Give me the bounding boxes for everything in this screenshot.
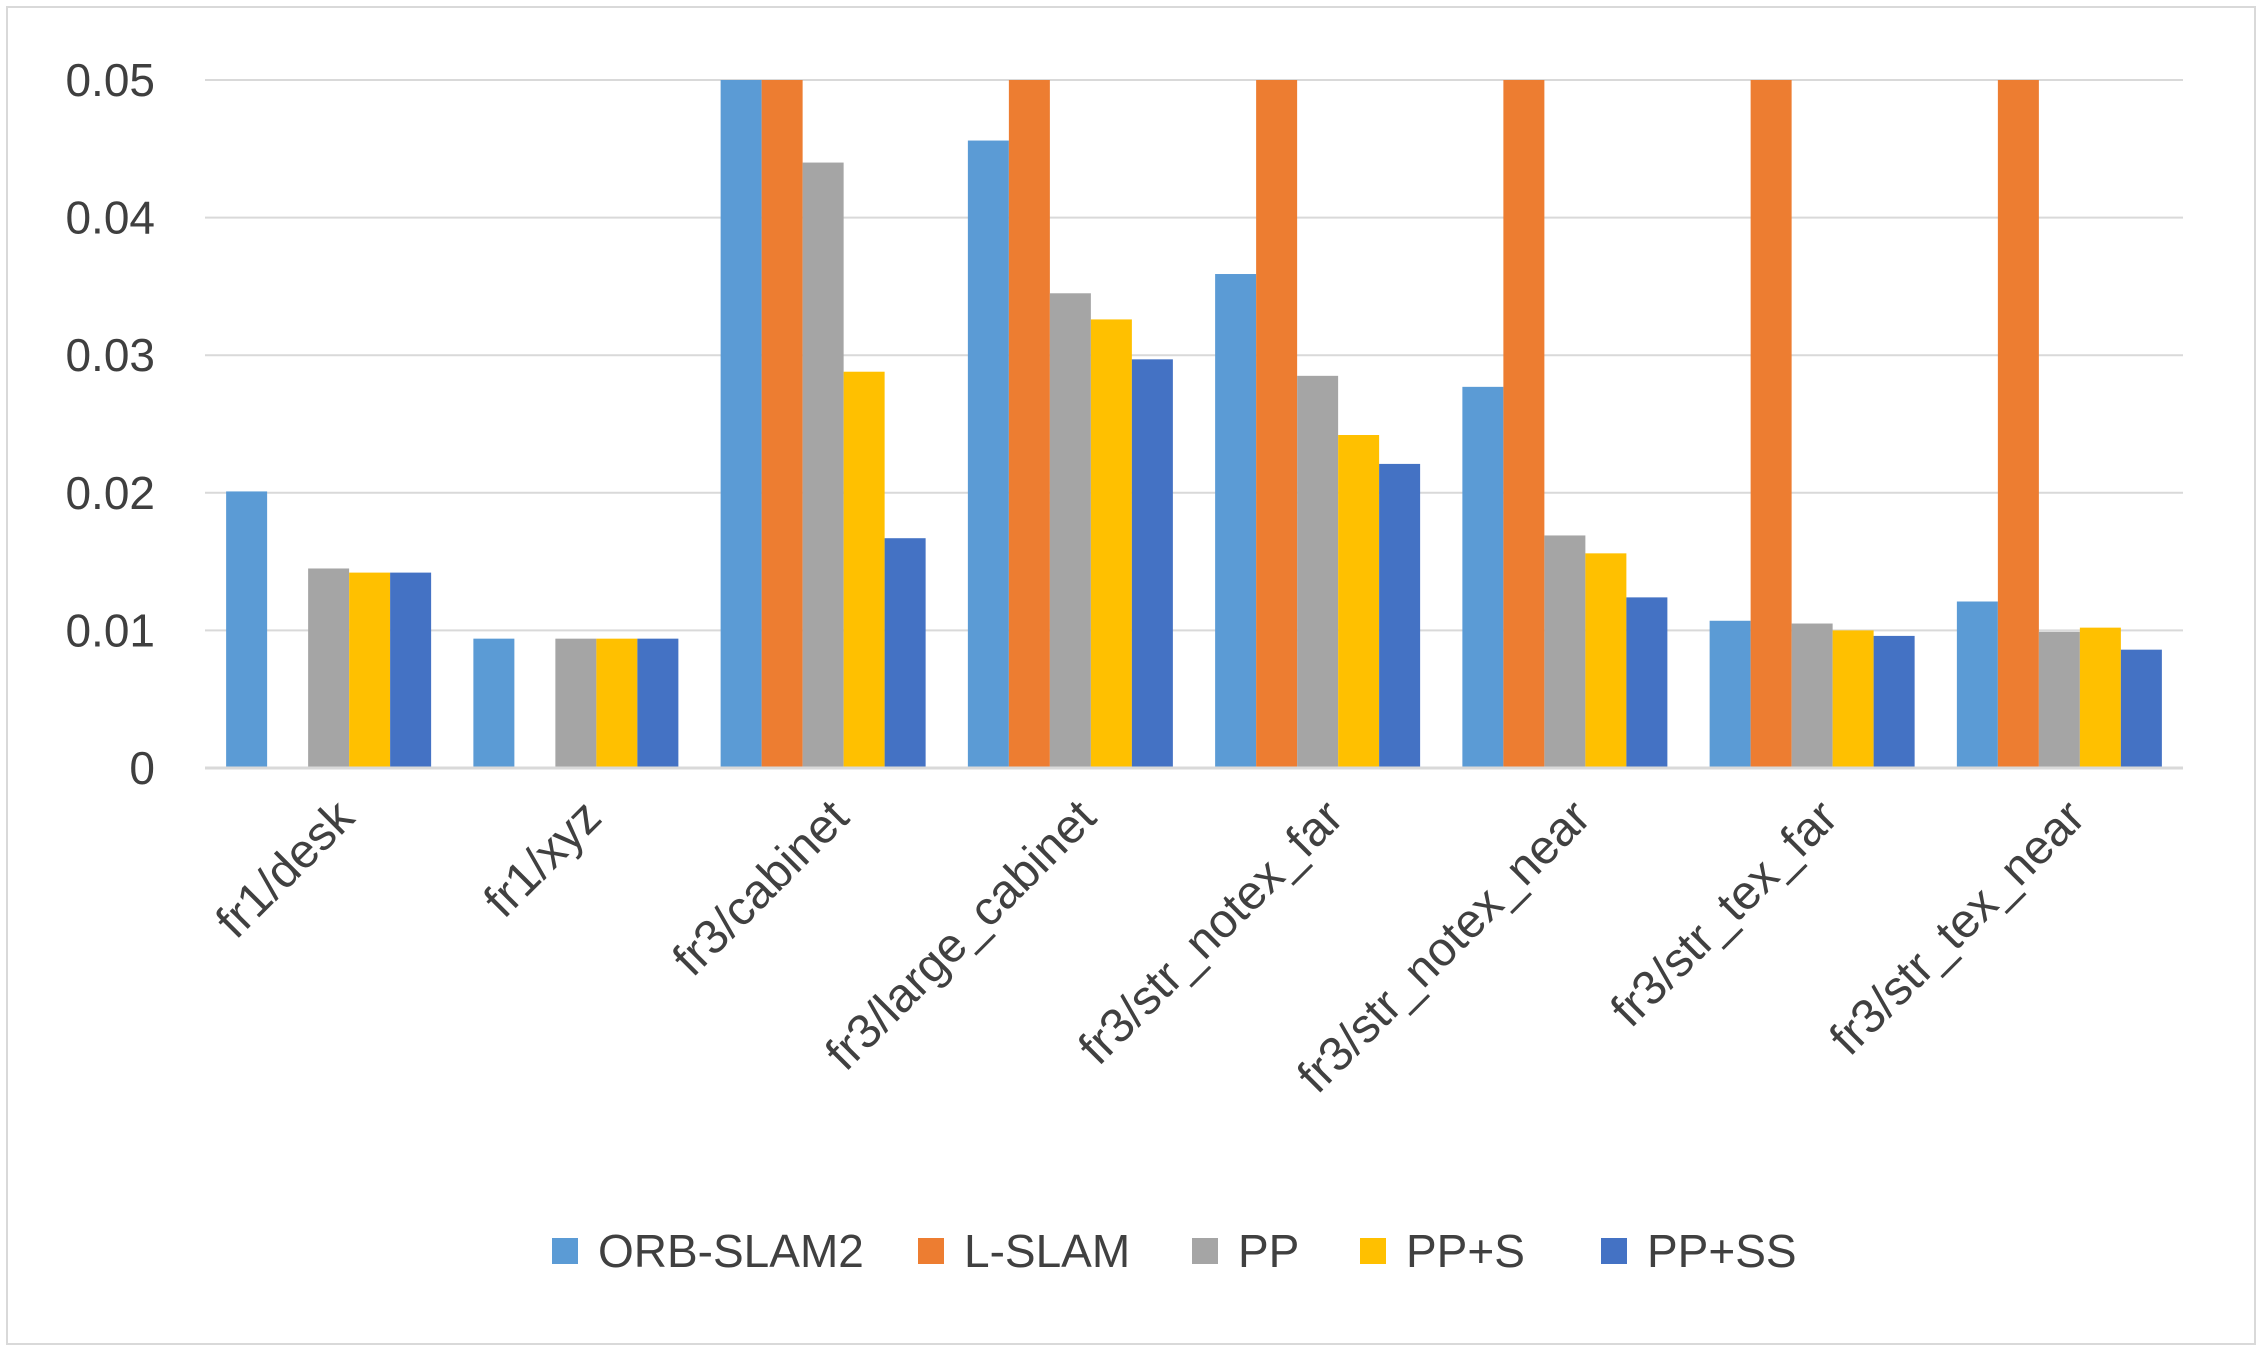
x-category-label: fr1/xyz: [474, 790, 611, 927]
bar-pp-s-4: [1338, 435, 1380, 768]
bar-pp-7: [2038, 631, 2080, 768]
bar-pp-s-0: [349, 572, 391, 768]
bar-orb-slam2-1: [473, 638, 515, 768]
legend-label: L-SLAM: [964, 1225, 1130, 1277]
legend-label: PP+SS: [1647, 1225, 1797, 1277]
legend-label: ORB-SLAM2: [598, 1225, 864, 1277]
legend: ORB-SLAM2 L-SLAM PP PP+S PP+SS: [552, 1225, 1797, 1277]
bar-pp-s-1: [596, 638, 638, 768]
x-category-label: fr1/desk: [206, 790, 365, 949]
bar-l-slam-6: [1750, 80, 1792, 768]
bar-pp-s-2: [843, 371, 885, 768]
bar-pp-ss-3: [1131, 359, 1173, 768]
bar-l-slam-7: [1997, 80, 2039, 768]
y-axis-tick-labels: 0 0.01 0.02 0.03 0.04 0.05: [65, 54, 155, 794]
bar-l-slam-2: [761, 80, 803, 768]
bar-orb-slam2-4: [1215, 274, 1257, 768]
legend-swatch: [1192, 1238, 1218, 1264]
y-tick-label: 0: [129, 742, 155, 794]
bar-orb-slam2-3: [967, 140, 1009, 768]
bar-pp-ss-2: [884, 538, 926, 768]
bar-pp-3: [1049, 293, 1091, 768]
x-category-label: fr3/str_tex_far: [1601, 790, 1848, 1037]
legend-label: PP+S: [1406, 1225, 1525, 1277]
bar-pp-ss-5: [1626, 597, 1668, 768]
bar-l-slam-4: [1256, 80, 1298, 768]
bar-pp-0: [308, 568, 350, 768]
x-category-label: fr3/str_notex_far: [1069, 790, 1354, 1075]
bar-orb-slam2-2: [720, 80, 762, 768]
y-tick-label: 0.02: [65, 467, 155, 519]
bar-orb-slam2-7: [1956, 601, 1998, 768]
bar-orb-slam2-0: [226, 491, 268, 768]
bar-pp-6: [1791, 623, 1833, 768]
x-category-label: fr3/cabinet: [663, 790, 859, 986]
bar-pp-2: [802, 162, 844, 768]
legend-label: PP: [1238, 1225, 1299, 1277]
bar-pp-ss-0: [390, 572, 432, 768]
bar-pp-ss-7: [2120, 649, 2162, 768]
gridlines: [205, 79, 2183, 632]
x-category-label: fr3/str_tex_near: [1820, 790, 2095, 1065]
bar-pp-5: [1544, 535, 1586, 768]
bar-pp-1: [555, 638, 597, 768]
y-tick-label: 0.05: [65, 54, 155, 106]
bar-l-slam-3: [1008, 80, 1050, 768]
bar-pp-4: [1297, 375, 1339, 768]
y-tick-label: 0.04: [65, 192, 155, 244]
bar-pp-s-6: [1832, 630, 1874, 768]
x-category-label: fr3/large_cabinet: [816, 790, 1106, 1080]
legend-swatch: [1601, 1238, 1627, 1264]
bar-l-slam-5: [1503, 80, 1545, 768]
y-tick-label: 0.03: [65, 329, 155, 381]
y-tick-label: 0.01: [65, 604, 155, 656]
bar-pp-s-5: [1585, 553, 1627, 768]
legend-swatch: [1360, 1238, 1386, 1264]
bar-orb-slam2-6: [1709, 620, 1751, 768]
bar-pp-ss-4: [1379, 463, 1421, 768]
bar-pp-s-3: [1090, 319, 1132, 768]
legend-swatch: [552, 1238, 578, 1264]
bars: [226, 80, 2162, 768]
legend-swatch: [918, 1238, 944, 1264]
bar-pp-ss-6: [1873, 635, 1915, 768]
bar-pp-s-7: [2079, 627, 2121, 768]
bar-orb-slam2-5: [1462, 386, 1504, 768]
bar-pp-ss-1: [637, 638, 679, 768]
x-axis-category-labels: fr1/desk fr1/xyz fr3/cabinetfr3/large_cabi…: [206, 790, 2095, 1104]
